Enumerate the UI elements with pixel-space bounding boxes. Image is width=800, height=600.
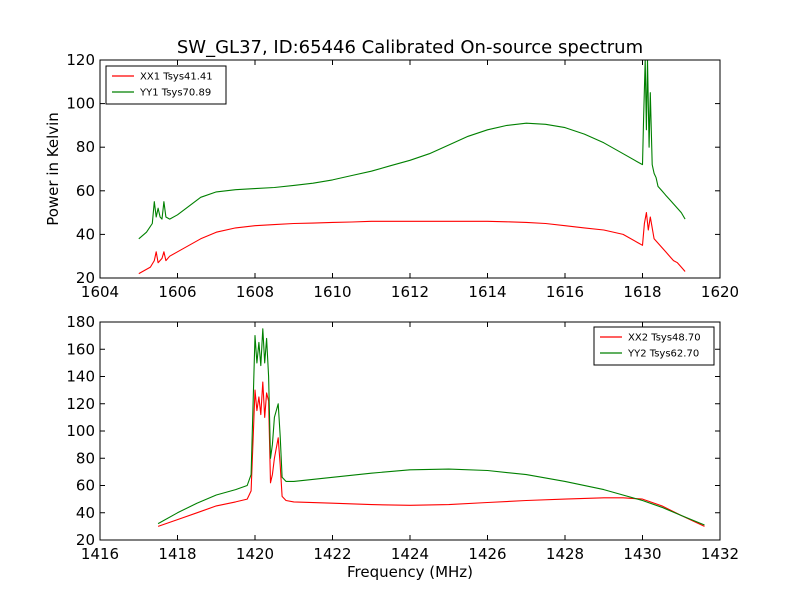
x-tick-label: 1428 — [546, 545, 584, 563]
x-axis-label: Frequency (MHz) — [347, 563, 473, 581]
x-tick-label: 1608 — [236, 283, 274, 301]
y-tick-label: 180 — [66, 313, 95, 331]
x-tick-label: 1432 — [701, 545, 739, 563]
y-tick-label: 100 — [66, 422, 95, 440]
x-tick-label: 1614 — [468, 283, 506, 301]
series-line-top-1 — [138, 212, 686, 275]
x-tick-label: 1422 — [313, 545, 351, 563]
y-tick-label: 20 — [76, 531, 95, 549]
x-tick-label: 1618 — [623, 283, 661, 301]
chart-title: SW_GL37, ID:65446 Calibrated On-source s… — [177, 37, 643, 58]
y-tick-label: 60 — [76, 182, 95, 200]
legend-entry: XX1 Tsys41.41 — [140, 72, 213, 83]
x-tick-label: 1430 — [623, 545, 661, 563]
y-tick-label: 160 — [66, 340, 95, 358]
x-tick-label: 1418 — [158, 545, 196, 563]
x-tick-label: 1604 — [81, 283, 119, 301]
legend-entry: YY2 Tsys62.70 — [627, 349, 699, 360]
legend: XX1 Tsys41.41 YY1 Tsys70.89 — [105, 65, 227, 105]
y-tick-label: 100 — [66, 95, 95, 113]
y-axis-label: Power in Kelvin — [44, 112, 62, 226]
y-tick-label: 40 — [76, 504, 95, 522]
y-tick-label: 20 — [76, 269, 95, 287]
x-tick-label: 1620 — [701, 283, 739, 301]
x-tick-label: 1416 — [81, 545, 119, 563]
bottom-plot-panel: 1416 1418 1420 1422 1424 1426 1428 1430 1432 20 40… — [66, 313, 739, 563]
x-tick-label: 1426 — [468, 545, 506, 563]
y-tick-label: 120 — [66, 395, 95, 413]
series-line-bottom-2 — [157, 328, 705, 526]
y-tick-label: 40 — [76, 225, 95, 243]
x-tick-label: 1610 — [313, 283, 351, 301]
x-tick-label: 1606 — [158, 283, 196, 301]
legend-entry: YY1 Tsys70.89 — [139, 88, 211, 99]
legend: XX2 Tsys48.70 YY2 Tsys62.70 — [593, 326, 715, 366]
y-tick-label: 60 — [76, 477, 95, 495]
y-tick-label: 80 — [76, 138, 95, 156]
x-tick-label: 1612 — [391, 283, 429, 301]
legend-box — [593, 326, 715, 366]
series-line-top-2 — [138, 59, 686, 240]
x-tick-label: 1616 — [546, 283, 584, 301]
legend-entry: XX2 Tsys48.70 — [628, 333, 701, 344]
y-tick-label: 140 — [66, 368, 95, 386]
legend-box — [105, 65, 227, 105]
series-line-bottom-1 — [157, 381, 705, 527]
top-plot-panel: 1604 1606 1608 1610 1612 1614 1616 1618 1620 20 40… — [66, 51, 739, 301]
y-tick-label: 120 — [66, 51, 95, 69]
x-tick-label: 1420 — [236, 545, 274, 563]
y-tick-label: 80 — [76, 449, 95, 467]
x-tick-label: 1424 — [391, 545, 429, 563]
